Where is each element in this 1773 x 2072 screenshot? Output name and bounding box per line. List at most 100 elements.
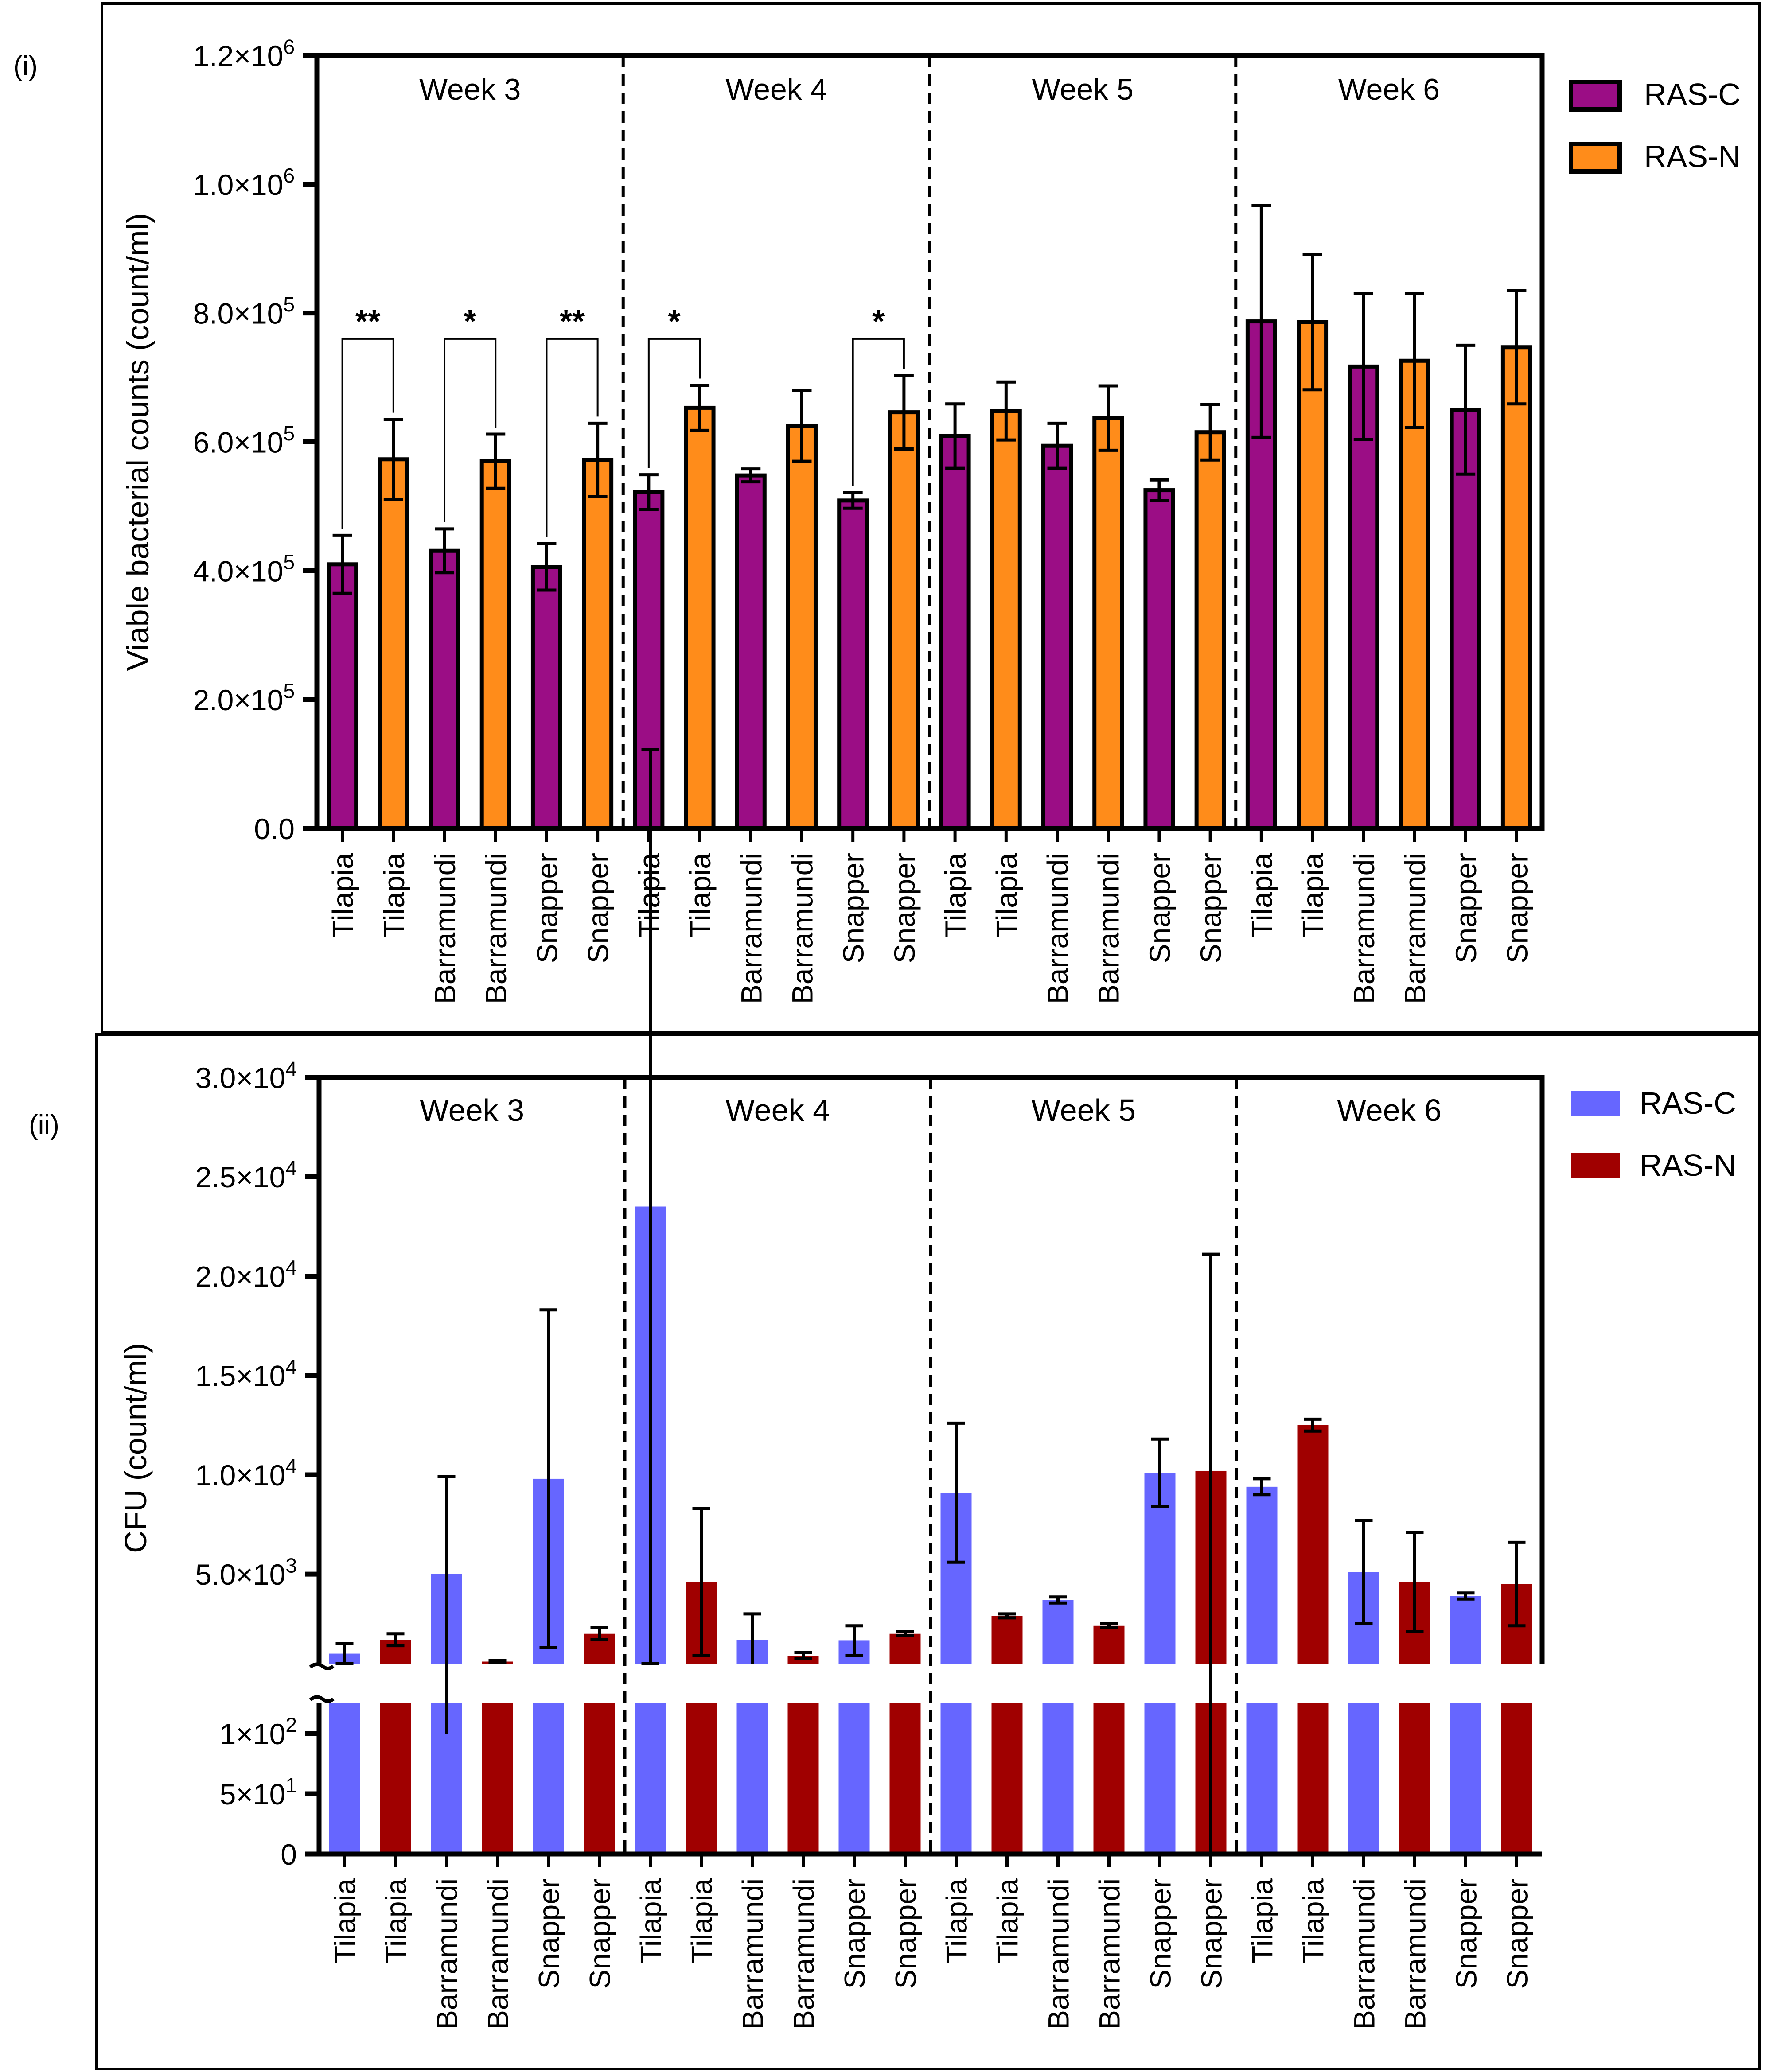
bar-week-6-snapper-ras-c-upper bbox=[1450, 1596, 1481, 1664]
significance-label: ** bbox=[560, 304, 585, 339]
x-tick-label: Tilapia bbox=[329, 1878, 362, 1963]
panel-ii-frame bbox=[95, 1033, 1761, 2070]
x-tick-label: Barramundi bbox=[786, 853, 818, 1004]
bar-week-4-snapper-ras-n bbox=[888, 410, 920, 831]
y-tick-label: 8.0×105 bbox=[193, 293, 295, 330]
y-tick-label-exponent: 5 bbox=[283, 551, 295, 574]
x-tick-label: Tilapia bbox=[991, 1878, 1024, 1963]
significance-bracket bbox=[341, 338, 394, 529]
y-tick-label: 2.0×105 bbox=[193, 679, 295, 716]
legend-swatch-ras-c bbox=[1571, 1091, 1620, 1116]
x-tick-label: Tilapia bbox=[327, 853, 359, 938]
bar-week-4-tilapia-ras-c-lower bbox=[635, 1703, 666, 1854]
y-tick-label-base: 2.0×10 bbox=[195, 1260, 286, 1293]
x-tick-label: Snapper bbox=[1194, 853, 1227, 964]
x-tick-label: Barramundi bbox=[736, 1878, 769, 2029]
y-tick-label: 3.0×104 bbox=[195, 1057, 297, 1094]
y-tick-label: 0 bbox=[281, 1838, 297, 1871]
bar-week-4-tilapia-ras-n-lower bbox=[686, 1703, 717, 1854]
x-tick-label: Tilapia bbox=[939, 853, 972, 938]
x-tick-label: Barramundi bbox=[482, 1878, 514, 2029]
bar-week-5-tilapia-ras-n bbox=[990, 409, 1022, 831]
bar-week-4-barramundi-ras-n bbox=[786, 424, 818, 831]
legend-swatch-ras-n bbox=[1571, 1153, 1620, 1178]
bar-week-3-snapper-ras-n-lower bbox=[584, 1703, 615, 1854]
significance-bracket bbox=[852, 338, 905, 486]
legend-swatch-ras-c bbox=[1569, 80, 1622, 112]
y-tick-label-exponent: 4 bbox=[285, 1256, 297, 1279]
bar-week-3-barramundi-ras-c bbox=[429, 548, 460, 831]
group-label-week-6: Week 6 bbox=[1337, 1093, 1442, 1127]
significance-bracket bbox=[647, 338, 701, 468]
x-tick-label: Snapper bbox=[584, 1878, 616, 1989]
bar-week-3-tilapia-ras-c-lower bbox=[329, 1703, 360, 1854]
x-tick-label: Barramundi bbox=[429, 853, 461, 1004]
y-tick-label: 0.0 bbox=[254, 812, 295, 845]
bar-week-4-barramundi-ras-c bbox=[735, 473, 767, 831]
x-tick-label: Snapper bbox=[1501, 1878, 1534, 1989]
x-tick-label: Snapper bbox=[533, 1878, 565, 1989]
y-tick-label-exponent: 5 bbox=[283, 679, 295, 702]
bar-week-6-snapper-ras-n bbox=[1500, 345, 1532, 831]
x-tick-label: Snapper bbox=[888, 853, 921, 964]
y-tick-label-base: 1.0×10 bbox=[193, 168, 284, 201]
x-tick-label: Snapper bbox=[1195, 1878, 1228, 1989]
x-tick-label: Barramundi bbox=[1041, 853, 1074, 1004]
bar-week-6-barramundi-ras-n bbox=[1399, 358, 1430, 831]
bar-week-4-snapper-ras-c-lower bbox=[838, 1703, 870, 1854]
y-tick-label-exponent: 2 bbox=[285, 1713, 297, 1736]
x-tick-label: Tilapia bbox=[635, 1878, 667, 1963]
x-tick-label: Barramundi bbox=[431, 1878, 464, 2029]
x-tick-label: Tilapia bbox=[1245, 853, 1278, 938]
group-label-week-5: Week 5 bbox=[1032, 73, 1133, 106]
bar-week-4-snapper-ras-n-upper bbox=[889, 1633, 921, 1664]
legend-label-ras-n: RAS-N bbox=[1644, 139, 1741, 174]
bar-week-6-snapper-ras-n-lower bbox=[1501, 1703, 1532, 1854]
bar-week-5-barramundi-ras-c-lower bbox=[1042, 1703, 1074, 1854]
y-tick-label-base: 2.0×10 bbox=[193, 684, 284, 716]
bar-week-3-tilapia-ras-c bbox=[327, 562, 358, 831]
y-tick-label: 2.5×104 bbox=[195, 1157, 297, 1194]
legend-label-ras-n: RAS-N bbox=[1640, 1148, 1736, 1182]
group-label-week-4: Week 4 bbox=[725, 73, 827, 106]
x-tick-label: Barramundi bbox=[479, 853, 512, 1004]
bar-week-5-snapper-ras-n bbox=[1194, 430, 1226, 831]
bar-week-3-barramundi-ras-n bbox=[479, 459, 511, 831]
bar-week-3-tilapia-ras-n-lower bbox=[380, 1703, 411, 1854]
legend-label-ras-c: RAS-C bbox=[1644, 77, 1741, 112]
panel-ii-label: (ii) bbox=[29, 1110, 59, 1140]
bar-week-4-barramundi-ras-n-lower bbox=[787, 1703, 819, 1854]
y-tick-label-exponent: 4 bbox=[285, 1355, 297, 1378]
y-tick-label-exponent: 4 bbox=[285, 1057, 297, 1080]
bar-week-6-tilapia-ras-n-upper bbox=[1297, 1425, 1329, 1664]
y-tick-label: 1.0×106 bbox=[193, 164, 295, 201]
y-tick-label-base: 1.0×10 bbox=[195, 1459, 286, 1492]
x-tick-label: Tilapia bbox=[1297, 1878, 1330, 1963]
y-tick-label-exponent: 1 bbox=[285, 1773, 297, 1796]
x-tick-label: Barramundi bbox=[1399, 853, 1431, 1004]
significance-label: * bbox=[668, 304, 680, 339]
group-label-week-4: Week 4 bbox=[725, 1093, 830, 1127]
x-tick-label: Barramundi bbox=[1348, 1878, 1381, 2029]
panel-i: (i) Viable bacterial counts (count/ml) 0.0… bbox=[13, 35, 1741, 1004]
plot-frame-i bbox=[314, 53, 1545, 831]
x-tick-label: Snapper bbox=[1450, 1878, 1483, 1989]
plot-frame-lower bbox=[316, 1703, 1542, 1857]
bar-week-5-barramundi-ras-n bbox=[1092, 416, 1124, 831]
y-tick-label: 1×102 bbox=[220, 1713, 297, 1750]
bar-week-5-snapper-ras-c bbox=[1143, 488, 1175, 831]
y-tick-label: 5×101 bbox=[220, 1773, 297, 1811]
bar-week-4-tilapia-ras-n bbox=[684, 405, 716, 831]
bar-week-3-tilapia-ras-n bbox=[378, 457, 409, 831]
y-tick-label-base: 6.0×10 bbox=[193, 426, 284, 459]
bar-week-3-snapper-ras-c-lower bbox=[533, 1703, 564, 1854]
y-tick-label-exponent: 6 bbox=[283, 164, 295, 187]
x-tick-label: Tilapia bbox=[380, 1878, 413, 1963]
x-tick-label: Barramundi bbox=[735, 853, 768, 1004]
y-tick-label-exponent: 5 bbox=[283, 293, 295, 316]
bar-week-6-barramundi-ras-n-lower bbox=[1399, 1703, 1430, 1854]
y-tick-label-base: 3.0×10 bbox=[195, 1061, 286, 1094]
axis-break-mark bbox=[309, 1695, 335, 1703]
bar-week-3-snapper-ras-c bbox=[530, 565, 562, 831]
plot-frame-upper bbox=[316, 1075, 1545, 1664]
